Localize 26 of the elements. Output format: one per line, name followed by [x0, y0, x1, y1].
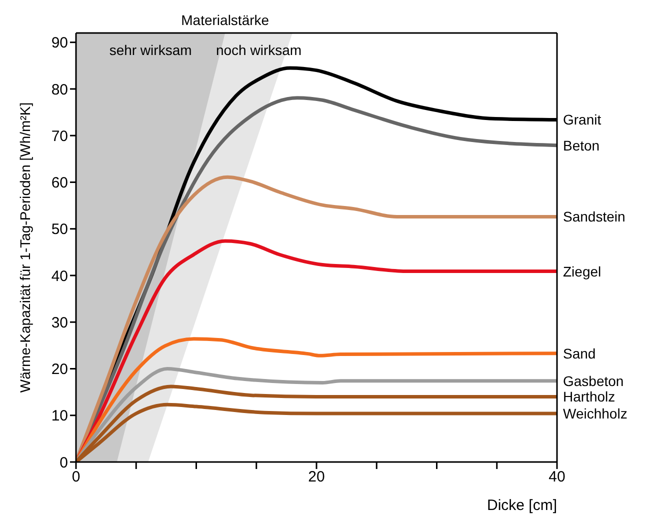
y-tick-label: 0	[60, 454, 68, 472]
text: Materialstärke	[181, 12, 270, 28]
series-label: Sand	[563, 345, 596, 362]
y-tick-label: 30	[51, 314, 68, 332]
series-label: Hartholz	[563, 388, 616, 405]
y-axis-title: Wärme-Kapazität für 1-Tag-Perioden [Wh/m²K]	[16, 102, 33, 393]
series-label: Sandstein	[563, 208, 626, 225]
series-label: Gasbeton	[563, 372, 624, 389]
series-label: Beton	[563, 137, 600, 154]
x-tick-label: 40	[548, 468, 566, 486]
y-tick-label: 10	[51, 408, 68, 425]
series-label: Ziegel	[563, 263, 602, 280]
y-tick-label: 60	[51, 174, 68, 192]
y-tick-label: 90	[51, 34, 68, 52]
series-label: sehr wirksam	[109, 42, 192, 58]
y-tick-label: 80	[51, 81, 68, 98]
y-tick-label: 50	[51, 221, 68, 238]
y-tick-label: 40	[51, 268, 68, 285]
series-label: Weichholz	[563, 406, 628, 422]
series-label: noch wirksam	[216, 42, 302, 58]
y-tick-label: 70	[51, 128, 68, 145]
x-tick-label: 20	[308, 468, 325, 486]
y-tick-label: 20	[51, 361, 68, 378]
x-tick-label: 0	[72, 468, 80, 486]
series-label: Granit	[563, 112, 602, 128]
x-axis-title: Dicke [cm]	[486, 497, 557, 514]
